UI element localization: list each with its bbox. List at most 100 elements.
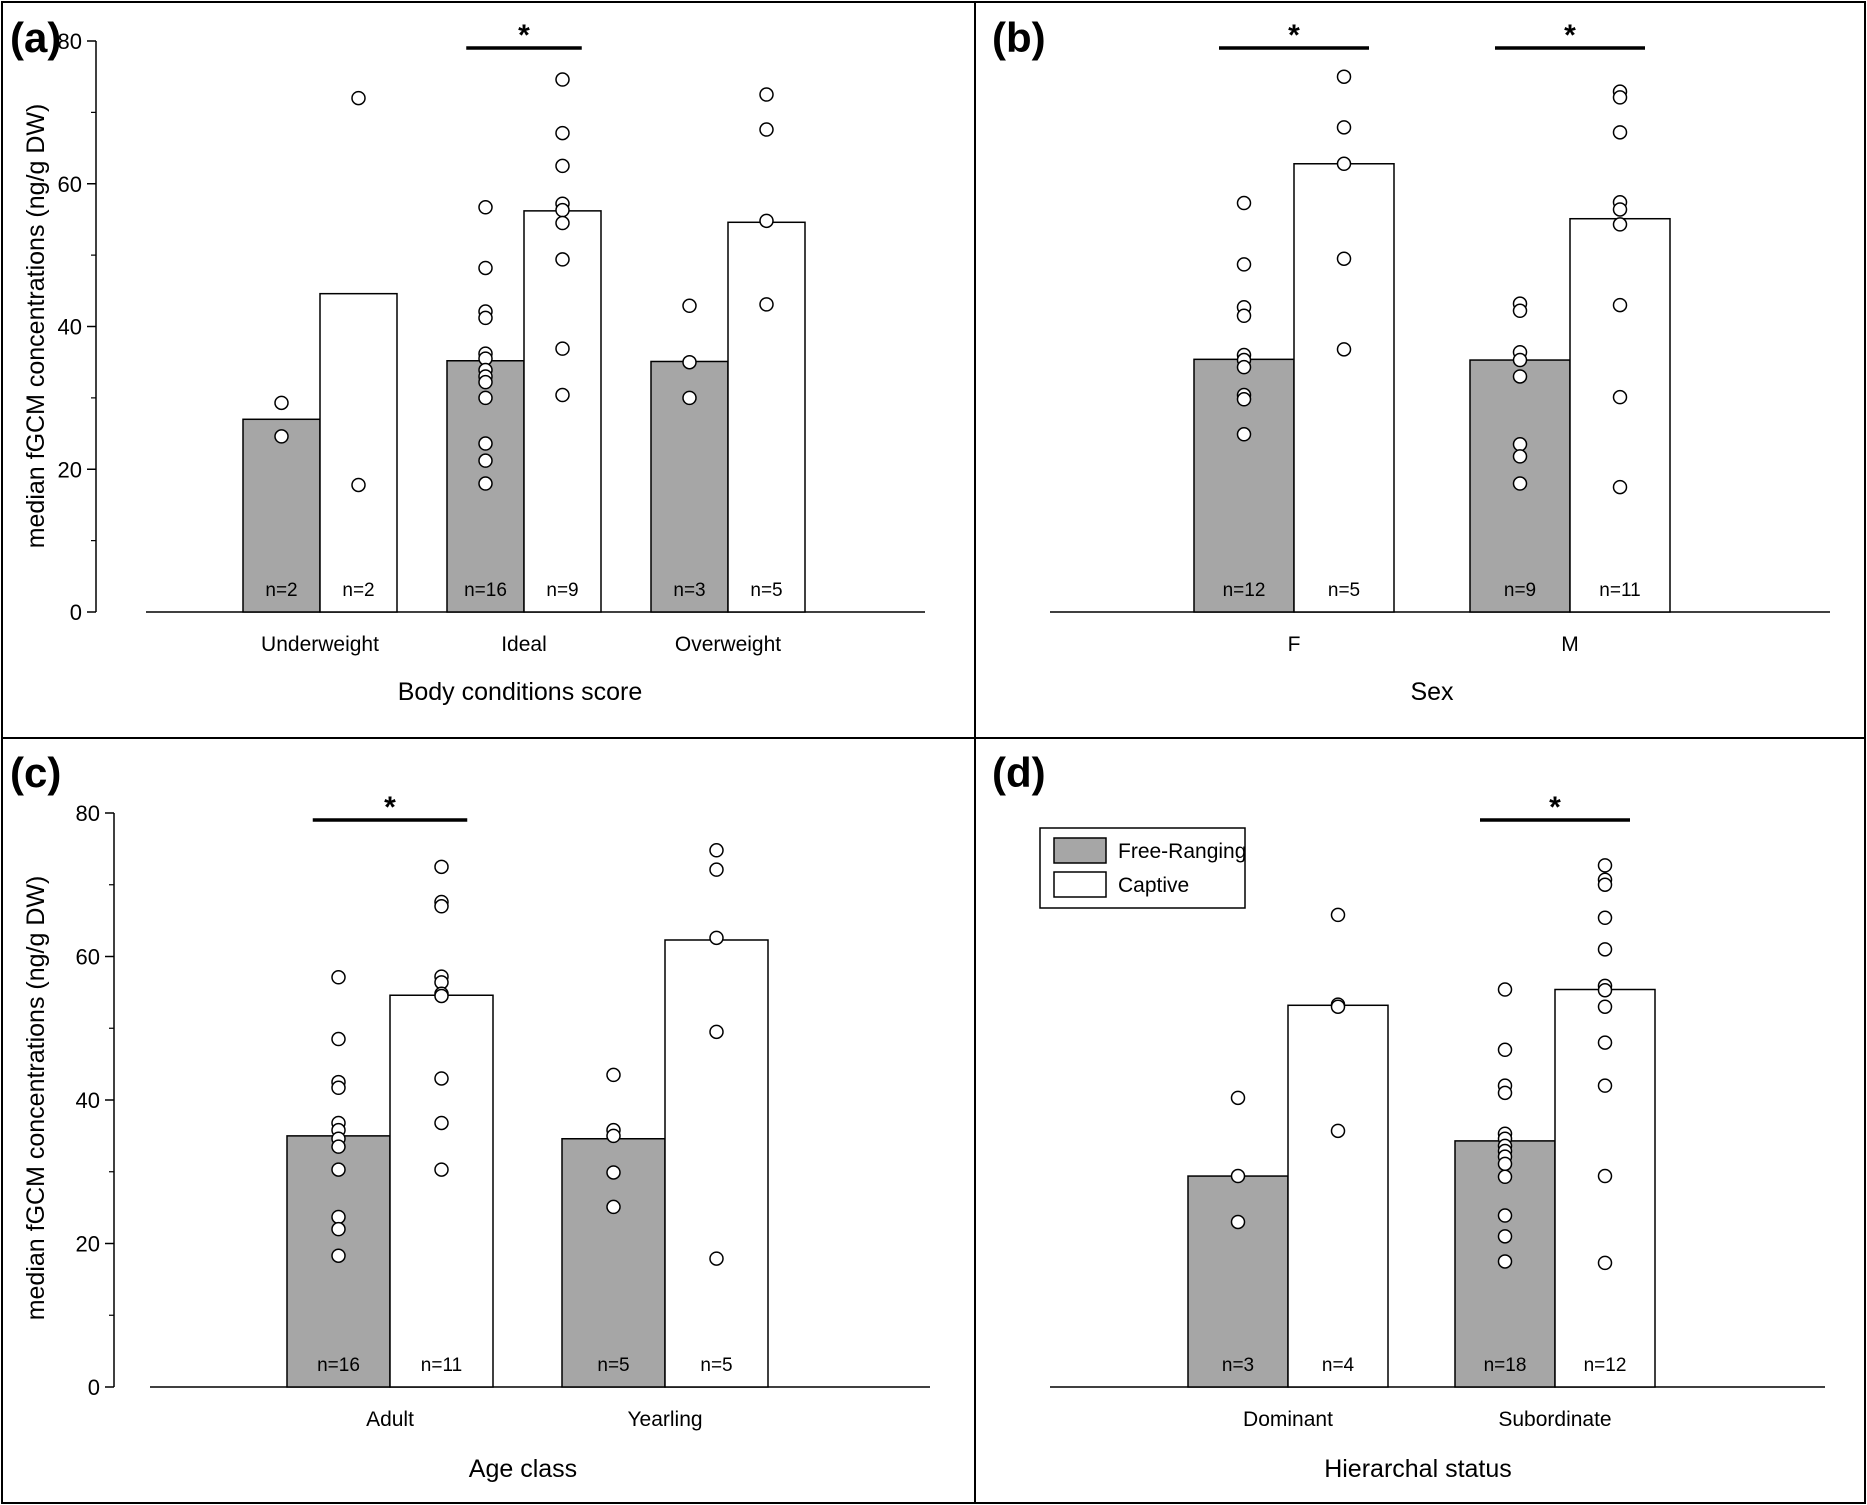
significance-star: * (518, 19, 530, 52)
point-free-ranging (1512, 437, 1528, 452)
sample-size-label: n=18 (1484, 1355, 1527, 1376)
point-free-ranging (682, 298, 697, 314)
point-free-ranging (1230, 1214, 1246, 1230)
point-free-ranging (1497, 1208, 1513, 1223)
sample-size-label: n=9 (546, 580, 578, 601)
panel-letter-c: (c) (10, 749, 61, 796)
point-free-ranging (606, 1067, 621, 1083)
sample-size-label: n=2 (265, 580, 297, 601)
panel-letter-a: (a) (10, 14, 61, 61)
point-free-ranging (682, 390, 697, 406)
x-tick-label: Overweight (675, 633, 781, 656)
sample-size-label: n=2 (342, 580, 374, 601)
bar-free-ranging (1187, 1175, 1289, 1388)
point-captive (709, 862, 724, 877)
point-free-ranging (1512, 369, 1528, 384)
point-captive (1597, 982, 1613, 998)
sample-size-label: n=3 (1222, 1355, 1254, 1376)
sample-size-label: n=3 (673, 580, 705, 601)
point-free-ranging (1497, 1156, 1513, 1172)
significance-star: * (384, 791, 396, 824)
bar-captive (1287, 1004, 1389, 1388)
point-captive (1336, 120, 1352, 135)
point-captive (1597, 1078, 1613, 1093)
bar-captive (389, 994, 494, 1388)
point-free-ranging (331, 1139, 346, 1154)
point-free-ranging (1497, 1085, 1513, 1101)
point-captive (555, 72, 570, 87)
x-axis-title-b: Sex (1410, 678, 1454, 706)
point-captive (555, 158, 570, 174)
point-captive (1336, 69, 1352, 84)
point-captive (1612, 90, 1628, 105)
point-captive (709, 1024, 724, 1040)
x-tick-label: F (1288, 633, 1301, 656)
chart-marks: 0 20 40 60 80 Underweight n=2 n=2 Ideal n=16 n=9 Ov… (58, 19, 1830, 1431)
bar-captive (319, 292, 398, 613)
point-free-ranging (1512, 449, 1528, 464)
sample-size-label: n=11 (1599, 580, 1640, 601)
x-tick-label: Underweight (261, 633, 379, 656)
point-free-ranging (1236, 427, 1252, 442)
point-captive (1597, 942, 1613, 957)
point-free-ranging (1497, 982, 1513, 997)
point-captive (555, 202, 570, 218)
x-tick-label: M (1561, 633, 1579, 656)
point-captive (1597, 1168, 1613, 1184)
point-captive (434, 899, 449, 914)
point-free-ranging (682, 354, 697, 370)
point-captive (759, 213, 774, 229)
sample-size-label: n=5 (700, 1355, 732, 1376)
point-captive (1612, 479, 1628, 495)
x-tick-label: Yearling (627, 1408, 702, 1431)
point-captive (434, 988, 449, 1004)
y-tick-label: 80 (76, 801, 100, 826)
sample-size-label: n=12 (1584, 1355, 1627, 1376)
point-free-ranging (478, 310, 493, 326)
point-captive (434, 1162, 449, 1177)
point-free-ranging (606, 1199, 621, 1215)
point-free-ranging (478, 390, 493, 406)
point-captive (1597, 999, 1613, 1014)
point-free-ranging (1497, 1254, 1513, 1269)
point-captive (1330, 999, 1346, 1014)
point-free-ranging (331, 970, 346, 985)
point-captive (1612, 217, 1628, 232)
point-free-ranging (1230, 1168, 1246, 1184)
point-free-ranging (1230, 1090, 1246, 1106)
point-free-ranging (274, 395, 289, 411)
panel-letter-d: (d) (992, 749, 1046, 796)
legend-swatch-captive (1053, 871, 1107, 898)
sample-size-label: n=4 (1322, 1355, 1355, 1376)
y-axis-title-a: median fGCM concentrations (ng/g DW) (22, 104, 50, 549)
sample-size-label: n=5 (750, 580, 782, 601)
sample-size-label: n=16 (464, 580, 507, 601)
bar-captive (727, 221, 806, 613)
point-free-ranging (331, 1209, 346, 1225)
point-captive (555, 215, 570, 231)
significance-star: * (1564, 19, 1576, 52)
y-tick-label: 20 (76, 1232, 100, 1257)
point-captive (1336, 251, 1352, 266)
y-tick-label: 40 (58, 315, 82, 340)
point-captive (1597, 1255, 1613, 1271)
y-tick-label: 60 (58, 172, 82, 197)
x-axis-title-a: Body conditions score (398, 678, 643, 706)
point-free-ranging (1236, 359, 1252, 375)
bar-captive (1569, 217, 1671, 613)
point-free-ranging (478, 476, 493, 491)
point-captive (1330, 907, 1346, 923)
x-tick-label: Adult (366, 1408, 414, 1431)
significance-star: * (1288, 19, 1300, 52)
point-captive (1597, 910, 1613, 926)
point-captive (1336, 342, 1352, 357)
y-tick-label: 20 (58, 457, 82, 482)
point-captive (555, 125, 570, 141)
sample-size-label: n=11 (421, 1355, 462, 1376)
sample-size-label: n=5 (1328, 580, 1360, 601)
y-tick-label: 0 (70, 600, 82, 625)
bar-free-ranging (561, 1137, 666, 1388)
point-free-ranging (1497, 1042, 1513, 1058)
point-captive (1336, 156, 1352, 172)
